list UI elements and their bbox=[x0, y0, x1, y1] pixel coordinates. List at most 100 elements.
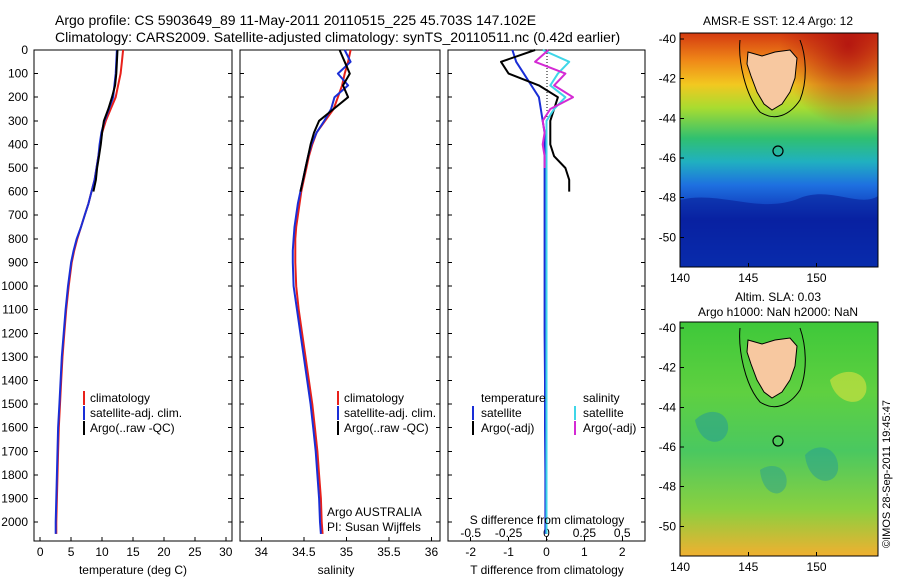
x-tick-label: 0 bbox=[37, 545, 44, 559]
temperature-plot-frame bbox=[33, 49, 233, 542]
series-line-1 bbox=[291, 49, 352, 534]
legend-label-t-argo: Argo(-adj) bbox=[481, 421, 534, 435]
y-tick-label: 1300 bbox=[1, 350, 28, 364]
x-tick-label: -1 bbox=[503, 545, 514, 559]
series-line-2 bbox=[92, 49, 119, 192]
legend-title-temperature: temperature bbox=[481, 391, 546, 405]
sla-eddy-3 bbox=[830, 371, 867, 402]
x-tick-label: -2 bbox=[465, 545, 476, 559]
temperature-series bbox=[54, 49, 125, 534]
sla-map-frame bbox=[679, 321, 879, 557]
y-tick-label: 1900 bbox=[1, 492, 28, 506]
credit-text: ©IMOS 28-Sep-2011 19:45:47 bbox=[881, 400, 893, 548]
legend-label-climatology: climatology bbox=[90, 391, 150, 405]
map-y-tick-label: -50 bbox=[659, 230, 677, 244]
salinity-plot-frame bbox=[239, 49, 441, 542]
y-tick-label: 0 bbox=[21, 43, 28, 57]
map-x-tick-label: 150 bbox=[807, 271, 827, 285]
legend-label-satellite: satellite-adj. clim. bbox=[90, 406, 182, 420]
legend-label-t-satellite: satellite bbox=[481, 406, 522, 420]
map-y-tick-label: -48 bbox=[659, 191, 677, 205]
x-tick-label-salinity: 0.25 bbox=[573, 526, 597, 540]
x-tick-label: 2 bbox=[619, 545, 626, 559]
x-tick-label-salinity: -0.5 bbox=[460, 526, 481, 540]
legend-label-s-satellite: satellite bbox=[583, 406, 624, 420]
argo-position-marker bbox=[772, 145, 784, 157]
x-tick-label: 34.5 bbox=[292, 545, 316, 559]
sla-map-title-line1: Altim. SLA: 0.03 bbox=[735, 290, 821, 304]
sst-shelf-contour bbox=[739, 39, 806, 118]
depth-ticks: 0 100 200 300 400 500 600 700 800 900 1000 1100 1200… bbox=[1, 43, 232, 529]
sla-map: Altim. SLA: 0.03 Argo h1000: NaN h2000: … bbox=[659, 290, 879, 574]
y-tick-label: 1600 bbox=[1, 421, 28, 435]
difference-panel: -2 -1 0 1 2-0.5 -0.25 0 0.25 0.5 S difference fr… bbox=[447, 49, 646, 577]
y-tick-label: 1400 bbox=[1, 373, 28, 387]
y-tick-label: 1800 bbox=[1, 468, 28, 482]
x-tick-label: 25 bbox=[188, 545, 202, 559]
difference-legend: temperature salinity satellite Argo(-adj… bbox=[472, 391, 636, 435]
y-tick-label: 1500 bbox=[1, 397, 28, 411]
difference-depth-ticks bbox=[448, 49, 645, 523]
x-tick-label: 35 bbox=[340, 545, 354, 559]
x-tick-label: 30 bbox=[219, 545, 233, 559]
sst-map-title: AMSR-E SST: 12.4 Argo: 12 bbox=[703, 14, 853, 28]
y-tick-label: 2000 bbox=[1, 515, 28, 529]
legend-label-argo: Argo(..raw -QC) bbox=[90, 421, 175, 435]
sst-cold-patch bbox=[680, 194, 878, 267]
annotation-program: Argo AUSTRALIA bbox=[327, 505, 422, 519]
temperature-ticks: 0 5 10 15 20 25 30 bbox=[37, 537, 233, 559]
series-line-3 bbox=[534, 49, 574, 168]
x-tick-label: 36 bbox=[425, 545, 439, 559]
series-line-1 bbox=[500, 49, 571, 192]
map-y-tick-label: -42 bbox=[659, 361, 677, 375]
series-line-2 bbox=[542, 49, 571, 534]
map-x-tick-label: 150 bbox=[807, 560, 827, 574]
annotation-pi: PI: Susan Wijffels bbox=[327, 520, 421, 534]
salinity-ticks: 34 34.5 35 35.5 36 bbox=[255, 537, 439, 559]
map-x-tick-label: 145 bbox=[738, 560, 758, 574]
legend-label-climatology: climatology bbox=[344, 391, 404, 405]
x-tick-label-salinity: 0.5 bbox=[614, 526, 631, 540]
temperature-legend: climatology satellite-adj. clim. Argo(..… bbox=[83, 391, 182, 435]
legend-label-satellite: satellite-adj. clim. bbox=[344, 406, 436, 420]
tasmania-land bbox=[746, 337, 798, 399]
y-tick-label: 800 bbox=[8, 232, 28, 246]
difference-series bbox=[500, 49, 574, 534]
series-line-2 bbox=[299, 49, 351, 192]
x-tick-label: 0 bbox=[543, 545, 550, 559]
x-tick-label: 5 bbox=[68, 545, 75, 559]
y-tick-label: 1000 bbox=[1, 279, 28, 293]
map-y-tick-label: -40 bbox=[659, 32, 677, 46]
temperature-panel: 0100200300400500600700800900100011001200… bbox=[1, 43, 233, 577]
map-y-tick-label: -46 bbox=[659, 440, 677, 454]
x-tick-label: 15 bbox=[126, 545, 140, 559]
tasmania-land bbox=[746, 49, 798, 111]
argo-position-marker bbox=[772, 435, 784, 447]
map-y-tick-label: -50 bbox=[659, 519, 677, 533]
salinity-series bbox=[291, 49, 352, 534]
y-tick-label: 600 bbox=[8, 185, 28, 199]
sla-eddy-1 bbox=[695, 411, 729, 442]
y-tick-label: 700 bbox=[8, 208, 28, 222]
y-tick-label: 900 bbox=[8, 255, 28, 269]
map-y-tick-label: -46 bbox=[659, 151, 677, 165]
sla-eddy-2 bbox=[805, 447, 839, 481]
y-tick-label: 100 bbox=[8, 67, 28, 81]
x-tick-label-salinity: -0.25 bbox=[495, 526, 523, 540]
map-x-tick-label: 140 bbox=[670, 271, 690, 285]
map-y-tick-label: -40 bbox=[659, 321, 677, 335]
map-x-tick-label: 145 bbox=[738, 271, 758, 285]
map-y-tick-label: -42 bbox=[659, 72, 677, 86]
x-tick-label: 34 bbox=[255, 545, 269, 559]
sst-map-frame bbox=[679, 32, 879, 268]
figure-title-line2: Climatology: CARS2009. Satellite-adjuste… bbox=[55, 29, 620, 45]
map-y-tick-label: -44 bbox=[659, 111, 677, 125]
legend-label-argo: Argo(..raw -QC) bbox=[344, 421, 429, 435]
y-tick-label: 1700 bbox=[1, 444, 28, 458]
y-tick-label: 1200 bbox=[1, 326, 28, 340]
map-y-tick-label: -48 bbox=[659, 480, 677, 494]
map-y-tick-label: -44 bbox=[659, 400, 677, 414]
map-x-tick-label: 140 bbox=[670, 560, 690, 574]
sla-map-title-line2: Argo h1000: NaN h2000: NaN bbox=[698, 305, 858, 319]
